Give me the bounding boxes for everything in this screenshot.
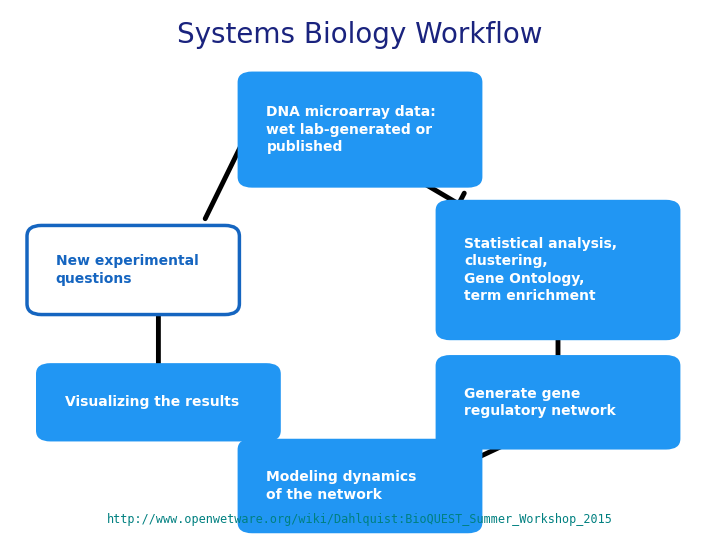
FancyBboxPatch shape: [238, 71, 482, 188]
Text: Visualizing the results: Visualizing the results: [65, 395, 239, 409]
FancyBboxPatch shape: [436, 200, 680, 340]
Text: Modeling dynamics
of the network: Modeling dynamics of the network: [266, 470, 417, 502]
Text: New experimental
questions: New experimental questions: [56, 254, 199, 286]
FancyBboxPatch shape: [27, 226, 239, 314]
FancyBboxPatch shape: [436, 355, 680, 449]
FancyBboxPatch shape: [36, 363, 281, 442]
Text: Systems Biology Workflow: Systems Biology Workflow: [177, 21, 543, 49]
Text: Statistical analysis,
clustering,
Gene Ontology,
term enrichment: Statistical analysis, clustering, Gene O…: [464, 237, 618, 303]
Text: Generate gene
regulatory network: Generate gene regulatory network: [464, 387, 616, 418]
Text: DNA microarray data:
wet lab-generated or
published: DNA microarray data: wet lab-generated o…: [266, 105, 436, 154]
FancyBboxPatch shape: [238, 438, 482, 534]
Text: http://www.openwetware.org/wiki/Dahlquist:BioQUEST_Summer_Workshop_2015: http://www.openwetware.org/wiki/Dahlquis…: [107, 514, 613, 526]
